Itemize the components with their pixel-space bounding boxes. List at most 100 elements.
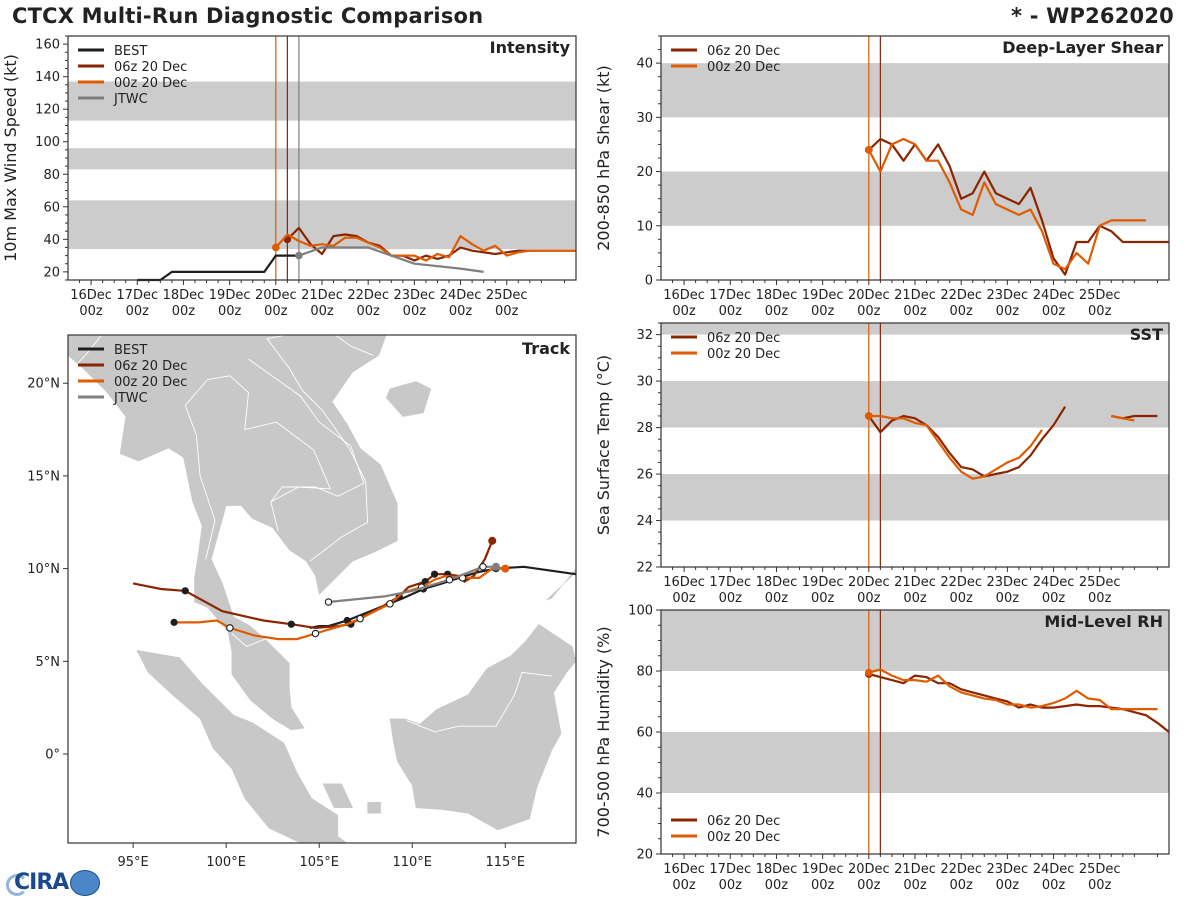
rh-band: [661, 732, 1169, 793]
rh-ylabel: 700-500 hPa Humidity (%): [594, 626, 613, 837]
track-point-open: [445, 575, 454, 584]
rh-ytick-label: 80: [636, 665, 653, 680]
intensity-xtick-label: 24Dec: [440, 288, 482, 303]
sst-ylabel: Sea Surface Temp (°C): [594, 355, 613, 535]
intensity-band: [68, 148, 576, 170]
cira-swirl-icon: [6, 874, 28, 896]
shear-legend-label: 06z 20 Dec: [707, 44, 780, 59]
sst-panel: 22242628303216Dec00z17Dec00z18Dec00z19De…: [594, 322, 1170, 606]
intensity-start-marker-run00: [272, 243, 280, 252]
shear-xtick-label: 25Dec: [1079, 288, 1121, 303]
shear-xtick-label: 17Dec: [709, 288, 751, 303]
rh-band: [661, 610, 1169, 671]
rh-xtick-label: 17Dec: [709, 862, 751, 877]
shear-xtick-hour: 00z: [765, 304, 789, 319]
rh-title: Mid-Level RH: [1044, 612, 1163, 631]
rh-xtick-label: 16Dec: [663, 862, 705, 877]
intensity-xtick-hour: 00z: [126, 304, 150, 319]
track-frame: [67, 334, 577, 844]
rh-xtick-label: 24Dec: [1033, 862, 1075, 877]
shear-xtick-hour: 00z: [672, 304, 696, 319]
border-bangladesh: [68, 335, 102, 375]
track-start-marker-run06: [488, 536, 497, 545]
rh-start-marker-run00: [865, 668, 873, 677]
sst-legend-label: 00z 20 Dec: [707, 347, 780, 362]
shear-ytick-label: 10: [636, 219, 653, 234]
track-ytick-label: 20°N: [27, 377, 60, 392]
shear-title: Deep-Layer Shear: [1002, 38, 1163, 57]
track-title: Track: [522, 339, 570, 358]
shear-xtick-label: 20Dec: [848, 288, 890, 303]
shear-xtick-label: 24Dec: [1033, 288, 1075, 303]
rh-xtick-hour: 00z: [949, 878, 973, 893]
intensity-xtick-label: 23Dec: [394, 288, 436, 303]
shear-xtick-hour: 00z: [857, 304, 881, 319]
rh-xtick-hour: 00z: [1042, 878, 1066, 893]
shear-ylabel: 200-850 hPa Shear (kt): [594, 65, 613, 251]
intensity-legend-label: 06z 20 Dec: [114, 60, 187, 75]
border-thailand-laos-cambodia: [229, 375, 332, 532]
intensity-ytick-label: 120: [35, 103, 60, 118]
shear-ytick-label: 40: [636, 57, 653, 72]
cira-logo: CIRA: [4, 868, 104, 898]
shear-xtick-hour: 00z: [996, 304, 1020, 319]
rh-xtick-hour: 00z: [719, 878, 743, 893]
cira-logo-text: CIRA: [14, 870, 69, 895]
shear-band: [661, 63, 1169, 118]
intensity-xtick-label: 18Dec: [163, 288, 205, 303]
rh-legend-label: 06z 20 Dec: [707, 814, 780, 829]
rh-xtick-hour: 00z: [811, 878, 835, 893]
shear-ytick-label: 0: [645, 274, 653, 289]
rh-xtick-label: 20Dec: [848, 862, 890, 877]
intensity-ytick-label: 100: [35, 135, 60, 150]
track-point-open: [386, 600, 394, 608]
intensity-xtick-hour: 00z: [356, 304, 380, 319]
shear-xtick-hour: 00z: [1088, 304, 1112, 319]
shear-xtick-hour: 00z: [719, 304, 743, 319]
sst-xtick-label: 18Dec: [756, 575, 798, 590]
intensity-ytick-label: 60: [43, 200, 60, 215]
rh-ytick-label: 60: [636, 726, 653, 741]
intensity-ytick-label: 80: [43, 168, 60, 183]
java-edge-land: [322, 833, 348, 843]
rh-ytick-label: 100: [628, 604, 653, 619]
sst-xtick-hour: 00z: [765, 591, 789, 606]
rh-xtick-label: 23Dec: [987, 862, 1029, 877]
rh-series-run00: [868, 668, 1158, 711]
sst-xtick-hour: 00z: [672, 591, 696, 606]
border-china: [267, 335, 374, 356]
rh-ytick-label: 40: [636, 787, 653, 802]
sst-band: [661, 474, 1169, 521]
intensity-series-jtwc: [298, 246, 484, 273]
intensity-xtick-hour: 00z: [449, 304, 473, 319]
intensity-ytick-label: 20: [43, 265, 60, 280]
track-point-filled: [430, 570, 439, 578]
track-point-open: [479, 563, 487, 571]
rh-xtick-hour: 00z: [903, 878, 927, 893]
sst-series-run00: [868, 414, 1043, 480]
sst-xtick-hour: 00z: [1042, 591, 1066, 606]
track-point-filled: [181, 587, 189, 595]
intensity-title: Intensity: [490, 38, 571, 57]
sst-xtick-hour: 00z: [857, 591, 881, 606]
intensity-legend-label: BEST: [114, 44, 147, 59]
shear-series-run00: [867, 137, 1146, 271]
shear-band: [661, 171, 1169, 226]
intensity-ytick-label: 140: [35, 70, 60, 85]
shear-xtick-hour: 00z: [903, 304, 927, 319]
intensity-xtick-hour: 00z: [172, 304, 196, 319]
sst-ytick-label: 32: [636, 328, 653, 343]
shear-xtick-hour: 00z: [811, 304, 835, 319]
shear-xtick-label: 18Dec: [756, 288, 798, 303]
intensity-start-marker-jtwc: [295, 251, 303, 260]
sst-legend-label: 06z 20 Dec: [707, 331, 780, 346]
rh-panel: 2040608010016Dec00z17Dec00z18Dec00z19Dec…: [594, 604, 1170, 893]
sst-xtick-label: 23Dec: [987, 575, 1029, 590]
intensity-xtick-label: 17Dec: [116, 288, 158, 303]
rh-xtick-label: 21Dec: [894, 862, 936, 877]
track-xtick-label: 115°E: [486, 855, 526, 870]
track-ytick-label: 0°: [45, 748, 60, 763]
intensity-ytick-label: 40: [43, 233, 60, 248]
sst-band: [661, 323, 1169, 335]
sst-xtick-hour: 00z: [996, 591, 1020, 606]
